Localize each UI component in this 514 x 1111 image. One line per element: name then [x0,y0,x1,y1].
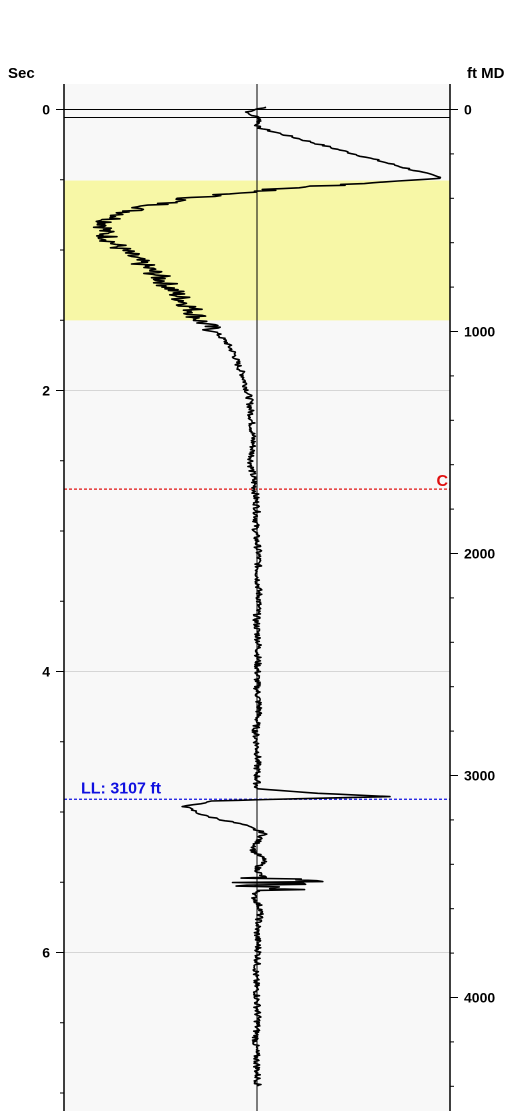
marker-label: LL: 3107 ft [81,780,162,797]
right-tick-label: 3000 [464,768,495,784]
right-tick-label: 0 [464,102,472,118]
left-tick-label: 2 [42,383,50,399]
right-axis-title: ft MD [467,65,505,82]
right-tick-label: 4000 [464,990,495,1006]
marker-label: C [436,473,448,490]
right-tick-label: 1000 [464,324,495,340]
left-tick-label: 0 [42,102,50,118]
right-tick-label: 2000 [464,546,495,562]
left-tick-label: 4 [42,664,50,680]
left-axis-title: Sec [8,65,35,82]
left-tick-label: 6 [42,945,50,961]
